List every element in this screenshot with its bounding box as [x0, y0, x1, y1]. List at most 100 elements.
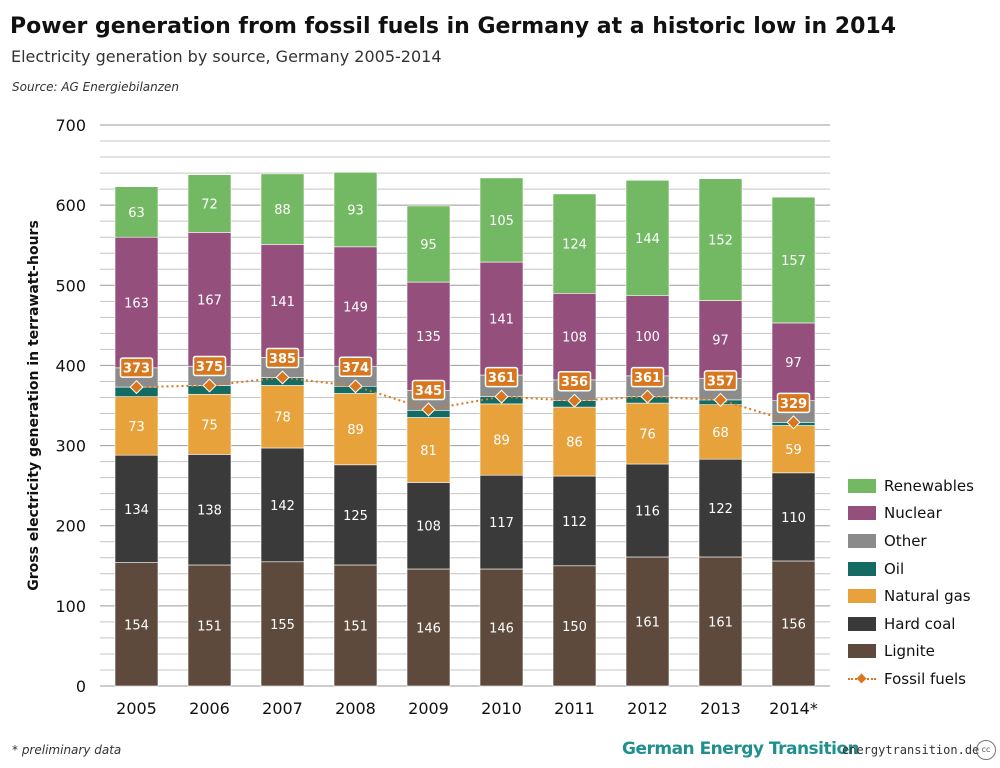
y-tick-label: 700 [55, 116, 86, 135]
data-label: 163 [124, 297, 149, 312]
data-label: 167 [197, 293, 222, 308]
y-tick-label: 300 [55, 437, 86, 456]
data-label: 141 [489, 313, 514, 328]
data-label: 146 [489, 621, 514, 636]
data-label: 134 [124, 503, 149, 518]
data-label: 150 [562, 620, 587, 635]
bar-segment-hard-coal [625, 463, 670, 558]
fossil-fuels-point [713, 392, 728, 407]
data-label: 93 [347, 204, 364, 219]
bar-segment-renewables [333, 171, 378, 248]
data-label: 75 [201, 418, 218, 433]
site-url[interactable]: energytransition.de [842, 743, 980, 757]
legend-swatch [848, 616, 876, 631]
legend-item-nuclear: Nuclear [848, 500, 998, 528]
bar-segment-lignite [698, 556, 743, 687]
legend-item-natural-gas: Natural gas [848, 582, 998, 610]
fossil-fuels-label: 357 [707, 374, 734, 389]
data-label: 97 [785, 356, 802, 371]
data-label: 161 [635, 615, 660, 630]
fossil-fuels-point [129, 379, 144, 395]
data-label: 152 [708, 234, 733, 249]
fossil-fuels-label-box [192, 355, 227, 377]
data-label: 112 [562, 515, 587, 530]
fossil-fuels-line [136, 376, 794, 424]
data-label: 108 [416, 520, 441, 535]
data-label: 124 [562, 238, 587, 253]
data-label: 117 [489, 516, 514, 531]
bar-segment-lignite [625, 556, 670, 687]
legend-item-oil: Oil [848, 555, 998, 583]
x-tick-label: 2006 [189, 699, 230, 718]
fossil-fuels-label-box [411, 379, 446, 401]
fossil-fuels-label: 373 [123, 362, 150, 377]
legend-swatch [848, 478, 876, 493]
legend-item-lignite: Lignite [848, 638, 998, 666]
fossil-fuels-label: 345 [415, 384, 442, 399]
data-label: 125 [343, 509, 368, 524]
chart-title: Power generation from fossil fuels in Ge… [10, 14, 897, 39]
data-label: 86 [566, 436, 583, 451]
fossil-fuels-label-box [265, 347, 300, 369]
legend-swatch [848, 644, 876, 659]
fossil-fuels-point [275, 370, 290, 385]
footnote: * preliminary data [12, 743, 122, 757]
data-label: 122 [708, 502, 733, 517]
legend-label: Hard coal [884, 614, 956, 633]
data-label: 151 [197, 619, 222, 634]
bar-segment-lignite [114, 562, 159, 687]
fossil-fuels-point [202, 378, 217, 393]
bar-segment-natural-gas [479, 403, 524, 476]
y-tick-label: 600 [55, 196, 86, 215]
x-tick-label: 2007 [262, 699, 303, 718]
data-label: 100 [635, 330, 660, 345]
data-label: 138 [197, 504, 222, 519]
data-label: 156 [781, 617, 806, 632]
x-tick-label: 2010 [481, 699, 522, 718]
bar-segment-lignite [187, 564, 232, 687]
bar-segment-renewables [406, 205, 451, 283]
y-tick-label: 500 [55, 276, 86, 295]
fossil-fuels-label: 375 [196, 360, 223, 375]
legend-item-fossil-fuels: Fossil fuels [848, 665, 998, 693]
bar-segment-natural-gas [114, 396, 159, 456]
data-label: 89 [493, 434, 510, 449]
bar-segment-nuclear [114, 236, 159, 369]
bar-segment-nuclear [552, 292, 597, 381]
bar-segment-hard-coal [698, 458, 743, 558]
bar-segment-hard-coal [479, 474, 524, 570]
fossil-fuels-label-box [630, 366, 665, 388]
bar-segment-hard-coal [406, 482, 451, 570]
chart-subtitle: Electricity generation by source, German… [11, 47, 442, 66]
fossil-fuels-label: 374 [342, 361, 369, 376]
bar-segment-lignite [479, 568, 524, 687]
fossil-fuels-label: 385 [269, 352, 296, 367]
bar-segment-hard-coal [333, 464, 378, 566]
y-tick-label: 400 [55, 356, 86, 375]
x-tick-label: 2005 [116, 699, 157, 718]
data-label: 144 [635, 232, 660, 247]
data-label: 149 [343, 301, 368, 316]
brand-name: German Energy Transition [622, 739, 860, 759]
data-label: 89 [347, 423, 364, 438]
legend-label: Renewables [884, 476, 974, 495]
data-label: 151 [343, 619, 368, 634]
legend-item-other: Other [848, 527, 998, 555]
bar-segment-renewables [625, 179, 670, 297]
bar-segment-hard-coal [552, 475, 597, 567]
bar-segment-renewables [479, 177, 524, 263]
data-label: 76 [639, 428, 656, 443]
data-label: 157 [781, 254, 806, 269]
legend-swatch [848, 589, 876, 604]
bar-segment-nuclear [260, 244, 305, 358]
x-tick-label: 2013 [700, 699, 741, 718]
data-label: 78 [274, 411, 291, 426]
data-label: 88 [274, 203, 291, 218]
fossil-fuels-label: 361 [634, 371, 661, 386]
bar-segment-renewables [187, 174, 232, 233]
bar-segment-nuclear [479, 261, 524, 376]
y-tick-label: 200 [55, 517, 86, 536]
x-tick-label: 2009 [408, 699, 449, 718]
data-label: 108 [562, 331, 587, 346]
